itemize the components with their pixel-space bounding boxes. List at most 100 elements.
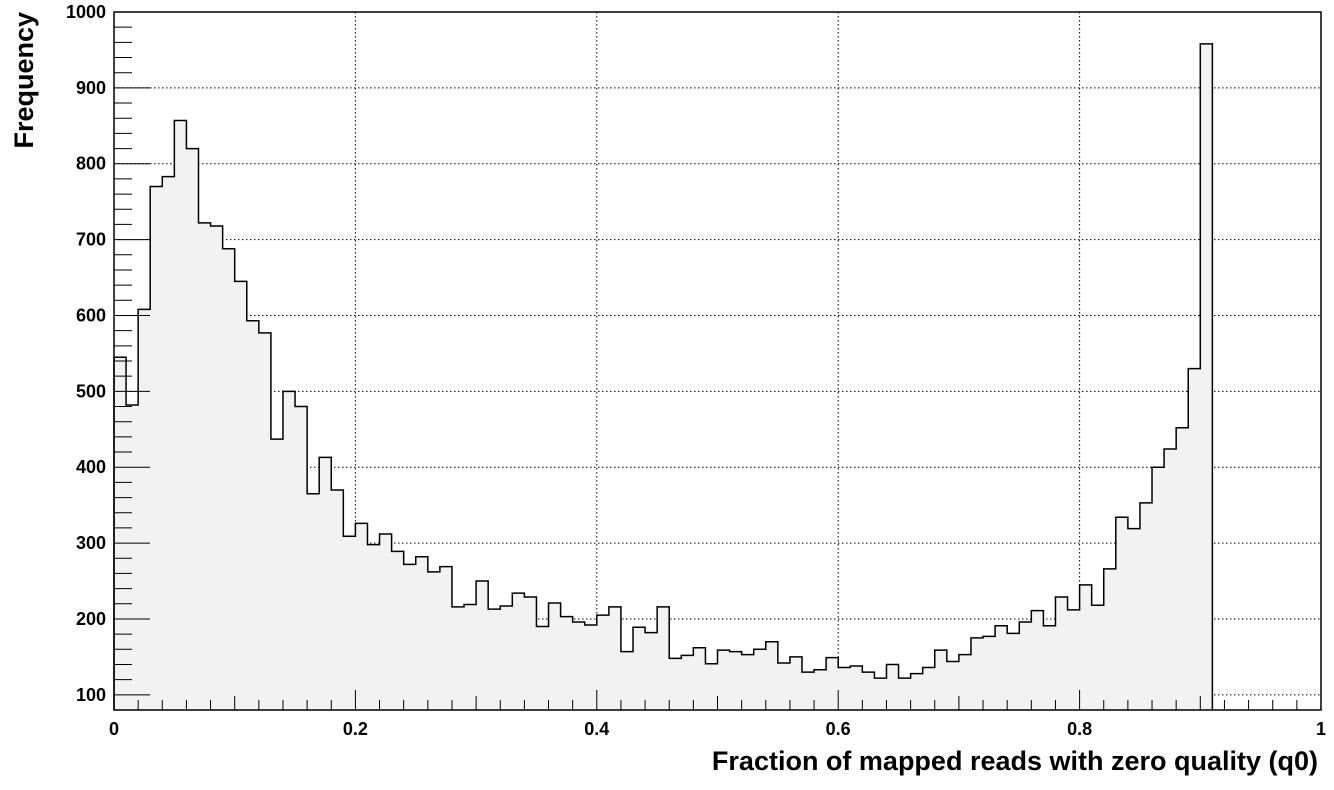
histogram-bar <box>210 225 224 710</box>
histogram-bar <box>657 606 670 710</box>
histogram-bar <box>150 186 163 710</box>
histogram-bar <box>198 222 212 710</box>
histogram-bar <box>789 656 803 710</box>
bars-layer <box>114 43 1213 711</box>
y-tick-label: 300 <box>76 533 106 553</box>
histogram-bar <box>633 627 646 710</box>
histogram-bar <box>765 641 779 710</box>
y-tick-label: 100 <box>76 685 106 705</box>
y-tick-label: 200 <box>76 609 106 629</box>
histogram-bar <box>584 625 598 710</box>
histogram-bar <box>476 581 489 710</box>
histogram-bar <box>596 615 610 710</box>
histogram-bar <box>1152 467 1165 710</box>
histogram-bar <box>681 655 694 710</box>
histogram-bar <box>427 571 441 710</box>
y-tick-label: 400 <box>76 457 106 477</box>
histogram-bar <box>560 616 574 710</box>
histogram-bar <box>608 606 622 710</box>
histogram-bar <box>403 564 417 710</box>
histogram-bar <box>983 636 996 710</box>
y-tick-label: 900 <box>76 78 106 98</box>
histogram-bar <box>270 439 284 710</box>
histogram-bar <box>1200 43 1213 710</box>
histogram-bar <box>138 309 151 710</box>
histogram-bar <box>1019 621 1032 710</box>
x-tick-label: 1 <box>1316 719 1326 739</box>
histogram-bar <box>693 647 707 710</box>
histogram-bar <box>922 667 936 710</box>
histogram-bar <box>391 551 405 710</box>
histogram-bar <box>331 489 344 710</box>
histogram-bar <box>282 391 296 710</box>
histogram-bar <box>355 523 369 710</box>
histogram-bar <box>898 678 912 710</box>
histogram-bar <box>741 654 755 710</box>
histogram-bar <box>669 658 682 710</box>
tick-labels-layer: 0 0.2 0.4 0.6 0.8 1 100 200 300 400 500 600 700 800 90… <box>66 2 1326 739</box>
histogram-bar <box>1164 449 1177 710</box>
histogram-bar <box>379 533 393 710</box>
histogram-bar <box>946 661 960 710</box>
histogram-outline <box>113 43 1214 710</box>
histogram-bar <box>548 603 562 710</box>
histogram-bar <box>970 637 984 710</box>
histogram-bar <box>307 493 320 710</box>
histogram-bar <box>1007 633 1020 710</box>
histogram-bar <box>1067 609 1081 710</box>
histogram-bar <box>1043 625 1057 710</box>
histogram-bar <box>162 176 175 710</box>
histogram-bar <box>1139 502 1153 710</box>
histogram-bar <box>1127 528 1141 710</box>
histogram-bar <box>174 120 188 711</box>
y-tick-label: 500 <box>76 381 106 401</box>
y-tick-label: 1000 <box>66 2 106 22</box>
histogram-bar <box>850 665 863 710</box>
histogram-bar <box>838 667 851 710</box>
histogram-bar <box>114 357 127 710</box>
y-tick-label: 600 <box>76 305 106 325</box>
histogram-bar <box>958 654 972 710</box>
histogram-bar <box>186 148 200 711</box>
histogram-bar <box>1115 517 1129 710</box>
histogram-bar <box>753 649 767 710</box>
histogram-bar <box>1091 605 1105 710</box>
histogram-bar <box>367 544 381 710</box>
histogram-bar <box>258 332 272 710</box>
histogram-bar <box>512 593 525 710</box>
y-tick-label: 700 <box>76 230 106 250</box>
histogram-bar <box>295 406 308 710</box>
histogram-bar <box>319 457 332 710</box>
histogram-bar <box>488 609 501 710</box>
histogram-bar <box>801 672 815 710</box>
histogram-bar <box>874 678 888 710</box>
histogram-bar <box>705 663 719 710</box>
histogram-bar <box>572 621 586 710</box>
histogram-bar <box>729 651 743 710</box>
histogram-bar <box>1079 584 1093 710</box>
ticks-layer <box>113 11 1322 710</box>
histogram-bar <box>464 604 477 710</box>
histogram-bar <box>1176 427 1189 710</box>
x-tick-label: 0.2 <box>343 719 368 739</box>
histogram-bar <box>451 606 465 710</box>
histogram-bar <box>995 625 1008 710</box>
histogram-bar <box>1031 610 1044 710</box>
histogram-bar <box>1188 368 1201 710</box>
histogram-bar <box>777 662 791 710</box>
histogram-bar <box>524 596 538 710</box>
x-tick-label: 0.4 <box>584 719 609 739</box>
histogram-bar <box>536 626 550 710</box>
histogram-bar <box>910 673 924 710</box>
histogram-bar <box>826 657 839 710</box>
histogram-bar <box>222 248 236 710</box>
y-axis-title: Frequency <box>9 12 39 149</box>
histogram-bar <box>814 669 827 710</box>
x-tick-label: 0 <box>109 719 119 739</box>
histogram-bar <box>234 281 248 710</box>
histogram-bar <box>246 320 260 710</box>
histogram-bar <box>500 606 513 710</box>
histogram-bar <box>1103 568 1117 710</box>
x-tick-label: 0.8 <box>1067 719 1092 739</box>
